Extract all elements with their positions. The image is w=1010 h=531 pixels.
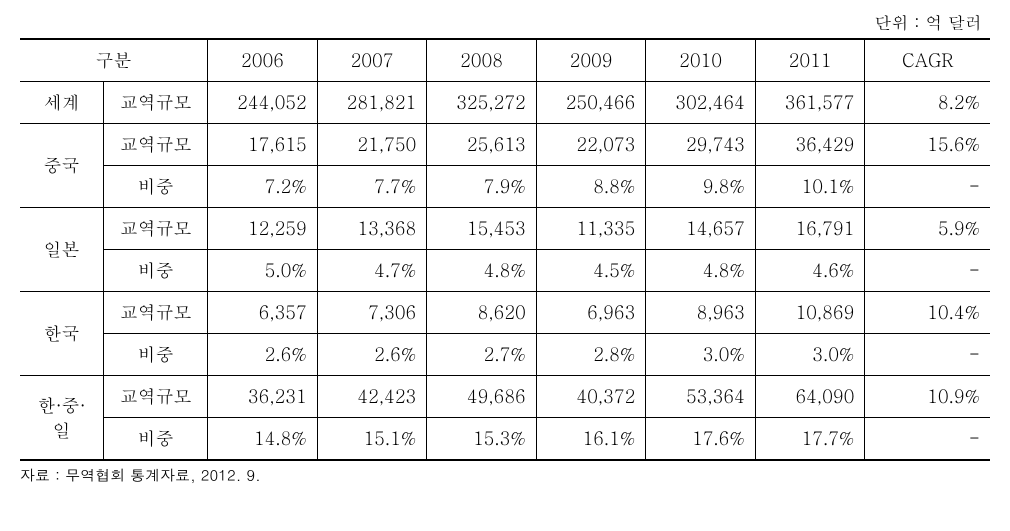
trade-volume-label: 교역규모 [103, 82, 207, 124]
value-cell: 8.8% [536, 166, 646, 208]
value-cell: 15.1% [317, 418, 427, 461]
cagr-cell: - [865, 334, 990, 376]
value-cell: 11,335 [536, 208, 646, 250]
value-cell: 14,657 [646, 208, 756, 250]
share-label: 비중 [103, 334, 207, 376]
value-cell: 29,743 [646, 124, 756, 166]
value-cell: 7,306 [317, 292, 427, 334]
value-cell: 17,615 [208, 124, 318, 166]
header-year: 2011 [755, 39, 865, 82]
value-cell: 53,364 [646, 376, 756, 418]
value-cell: 244,052 [208, 82, 318, 124]
cagr-cell: 8.2% [865, 82, 990, 124]
value-cell: 3.0% [646, 334, 756, 376]
header-year: 2009 [536, 39, 646, 82]
value-cell: 4.8% [427, 250, 537, 292]
unit-label: 단위 : 억 달러 [20, 10, 990, 34]
source-label: 자료 : 무역협회 통계자료, 2012. 9. [20, 465, 990, 486]
table-row: 비중2.6%2.6%2.7%2.8%3.0%3.0%- [20, 334, 990, 376]
value-cell: 4.8% [646, 250, 756, 292]
value-cell: 361,577 [755, 82, 865, 124]
value-cell: 16.1% [536, 418, 646, 461]
trade-volume-label: 교역규모 [103, 292, 207, 334]
header-year: 2008 [427, 39, 537, 82]
cagr-cell: 5.9% [865, 208, 990, 250]
value-cell: 15.3% [427, 418, 537, 461]
value-cell: 49,686 [427, 376, 537, 418]
value-cell: 8,620 [427, 292, 537, 334]
cagr-cell: 10.9% [865, 376, 990, 418]
value-cell: 2.7% [427, 334, 537, 376]
value-cell: 2.6% [317, 334, 427, 376]
value-cell: 10,869 [755, 292, 865, 334]
value-cell: 16,791 [755, 208, 865, 250]
value-cell: 13,368 [317, 208, 427, 250]
value-cell: 21,750 [317, 124, 427, 166]
value-cell: 40,372 [536, 376, 646, 418]
value-cell: 6,357 [208, 292, 318, 334]
value-cell: 3.0% [755, 334, 865, 376]
value-cell: 302,464 [646, 82, 756, 124]
region-cell: 일본 [20, 208, 103, 292]
value-cell: 4.5% [536, 250, 646, 292]
cagr-cell: - [865, 166, 990, 208]
table-row: 비중14.8%15.1%15.3%16.1%17.6%17.7%- [20, 418, 990, 461]
value-cell: 17.6% [646, 418, 756, 461]
table-header: 구분 2006 2007 2008 2009 2010 2011 CAGR [20, 39, 990, 82]
region-cell: 중국 [20, 124, 103, 208]
header-cagr: CAGR [865, 39, 990, 82]
table-row: 비중5.0%4.7%4.8%4.5%4.8%4.6%- [20, 250, 990, 292]
cagr-cell: 10.4% [865, 292, 990, 334]
value-cell: 8,963 [646, 292, 756, 334]
value-cell: 325,272 [427, 82, 537, 124]
value-cell: 64,090 [755, 376, 865, 418]
value-cell: 7.9% [427, 166, 537, 208]
trade-table: 구분 2006 2007 2008 2009 2010 2011 CAGR 세계… [20, 38, 990, 461]
value-cell: 17.7% [755, 418, 865, 461]
header-year: 2007 [317, 39, 427, 82]
table-row: 한·중·일교역규모36,23142,42349,68640,37253,3646… [20, 376, 990, 418]
value-cell: 281,821 [317, 82, 427, 124]
region-cell: 한·중·일 [20, 376, 103, 461]
table-row: 중국교역규모17,61521,75025,61322,07329,74336,4… [20, 124, 990, 166]
value-cell: 2.6% [208, 334, 318, 376]
value-cell: 15,453 [427, 208, 537, 250]
header-year: 2010 [646, 39, 756, 82]
table-body: 세계교역규모244,052281,821325,272250,466302,46… [20, 82, 990, 461]
region-cell: 한국 [20, 292, 103, 376]
header-category: 구분 [20, 39, 208, 82]
value-cell: 36,231 [208, 376, 318, 418]
cagr-cell: - [865, 250, 990, 292]
value-cell: 42,423 [317, 376, 427, 418]
value-cell: 25,613 [427, 124, 537, 166]
trade-volume-label: 교역규모 [103, 376, 207, 418]
value-cell: 9.8% [646, 166, 756, 208]
value-cell: 22,073 [536, 124, 646, 166]
trade-volume-label: 교역규모 [103, 208, 207, 250]
share-label: 비중 [103, 166, 207, 208]
table-row: 일본교역규모12,25913,36815,45311,33514,65716,7… [20, 208, 990, 250]
value-cell: 7.7% [317, 166, 427, 208]
value-cell: 12,259 [208, 208, 318, 250]
value-cell: 6,963 [536, 292, 646, 334]
value-cell: 10.1% [755, 166, 865, 208]
value-cell: 14.8% [208, 418, 318, 461]
value-cell: 7.2% [208, 166, 318, 208]
table-row: 한국교역규모6,3577,3068,6206,9638,96310,86910.… [20, 292, 990, 334]
region-cell: 세계 [20, 82, 103, 124]
value-cell: 5.0% [208, 250, 318, 292]
cagr-cell: 15.6% [865, 124, 990, 166]
table-row: 비중7.2%7.7%7.9%8.8%9.8%10.1%- [20, 166, 990, 208]
value-cell: 250,466 [536, 82, 646, 124]
share-label: 비중 [103, 250, 207, 292]
value-cell: 2.8% [536, 334, 646, 376]
share-label: 비중 [103, 418, 207, 461]
value-cell: 4.6% [755, 250, 865, 292]
header-year: 2006 [208, 39, 318, 82]
cagr-cell: - [865, 418, 990, 461]
table-row: 세계교역규모244,052281,821325,272250,466302,46… [20, 82, 990, 124]
trade-volume-label: 교역규모 [103, 124, 207, 166]
value-cell: 4.7% [317, 250, 427, 292]
value-cell: 36,429 [755, 124, 865, 166]
